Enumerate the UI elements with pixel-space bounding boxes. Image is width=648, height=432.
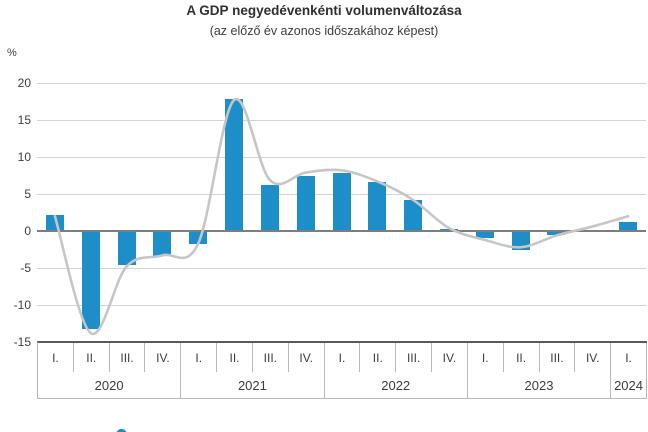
x-tick-quarter: I. bbox=[181, 343, 218, 372]
gridline bbox=[37, 83, 646, 84]
bar[interactable] bbox=[439, 228, 458, 231]
x-axis-year-group: I. 2024 bbox=[611, 343, 647, 398]
x-tick-quarter: I. bbox=[325, 343, 361, 372]
x-tick-quarter: II. bbox=[360, 343, 397, 372]
bar[interactable] bbox=[296, 176, 315, 231]
bar[interactable] bbox=[81, 231, 100, 329]
x-tick-quarter: II. bbox=[504, 343, 540, 372]
bar[interactable] bbox=[260, 185, 279, 231]
gridline bbox=[37, 268, 646, 269]
line-series bbox=[53, 97, 630, 335]
x-tick-quarter: IV. bbox=[585, 350, 600, 365]
y-tick-label: 20 bbox=[17, 76, 31, 90]
x-tick-quarter: III. bbox=[110, 343, 146, 372]
x-tick-quarter: IV. bbox=[299, 350, 313, 365]
x-tick-quarter: IV. bbox=[156, 350, 170, 365]
y-tick-label: 5 bbox=[24, 187, 31, 201]
bar[interactable] bbox=[368, 182, 387, 231]
x-tick-year: 2021 bbox=[237, 377, 267, 393]
x-tick-quarter: IV. bbox=[442, 350, 457, 365]
gridline bbox=[37, 120, 646, 121]
x-tick-quarter: II. bbox=[74, 343, 110, 372]
gridline bbox=[37, 305, 646, 306]
bar[interactable] bbox=[475, 231, 494, 239]
chart-subtitle: (az előző év azonos időszakához képest) bbox=[209, 24, 439, 38]
y-axis-unit-label: % bbox=[7, 47, 17, 59]
bar[interactable] bbox=[619, 222, 638, 231]
plot-area bbox=[37, 83, 646, 342]
zero-axis-line bbox=[37, 230, 646, 232]
x-axis-table: I. II. III. IV. 2020 I. II. III. IV. 2021 I. II. III… bbox=[37, 341, 647, 399]
x-tick-year: 2020 bbox=[94, 377, 124, 393]
x-axis-year-group: I. II. III. IV. 2020 bbox=[38, 343, 182, 398]
x-tick-quarter: II. bbox=[217, 343, 253, 372]
x-tick-year: 2022 bbox=[381, 377, 411, 393]
y-tick-label: 15 bbox=[17, 113, 31, 127]
y-tick-label: -15 bbox=[13, 335, 31, 349]
bar[interactable] bbox=[153, 231, 172, 257]
legend-marker-dot[interactable] bbox=[116, 429, 127, 432]
bar[interactable] bbox=[404, 199, 423, 231]
gridline bbox=[37, 157, 646, 158]
y-tick-label: 10 bbox=[17, 150, 31, 164]
x-axis-year-group: I. II. III. IV. 2021 bbox=[181, 343, 325, 398]
x-tick-quarter: I. bbox=[38, 343, 74, 372]
bar[interactable] bbox=[332, 172, 351, 231]
bar[interactable] bbox=[225, 99, 244, 231]
y-tick-label: 0 bbox=[24, 224, 31, 238]
line-series-path[interactable] bbox=[53, 97, 630, 335]
bar[interactable] bbox=[45, 214, 64, 231]
x-tick-quarter: III. bbox=[396, 343, 433, 372]
y-tick-label: -5 bbox=[20, 261, 31, 275]
x-tick-quarter: I. bbox=[625, 350, 632, 365]
bar[interactable] bbox=[117, 231, 136, 266]
x-axis-year-group: I. II. III. IV. 2023 bbox=[468, 343, 612, 398]
x-tick-quarter: III. bbox=[540, 343, 576, 372]
x-tick-quarter: I. bbox=[468, 343, 504, 372]
x-tick-quarter: III. bbox=[253, 343, 289, 372]
bar[interactable] bbox=[547, 231, 566, 235]
x-tick-year: 2024 bbox=[614, 377, 643, 393]
y-tick-label: -10 bbox=[13, 298, 31, 312]
x-tick-year: 2023 bbox=[524, 377, 554, 393]
bar[interactable] bbox=[511, 231, 530, 250]
y-axis-tick-labels: 20 15 10 5 0 -5 -10 -15 bbox=[0, 0, 31, 432]
chart-title: A GDP negyedévenkénti volumenváltozása bbox=[186, 3, 462, 18]
x-axis-year-group: I. II. III. IV. 2022 bbox=[325, 343, 468, 398]
